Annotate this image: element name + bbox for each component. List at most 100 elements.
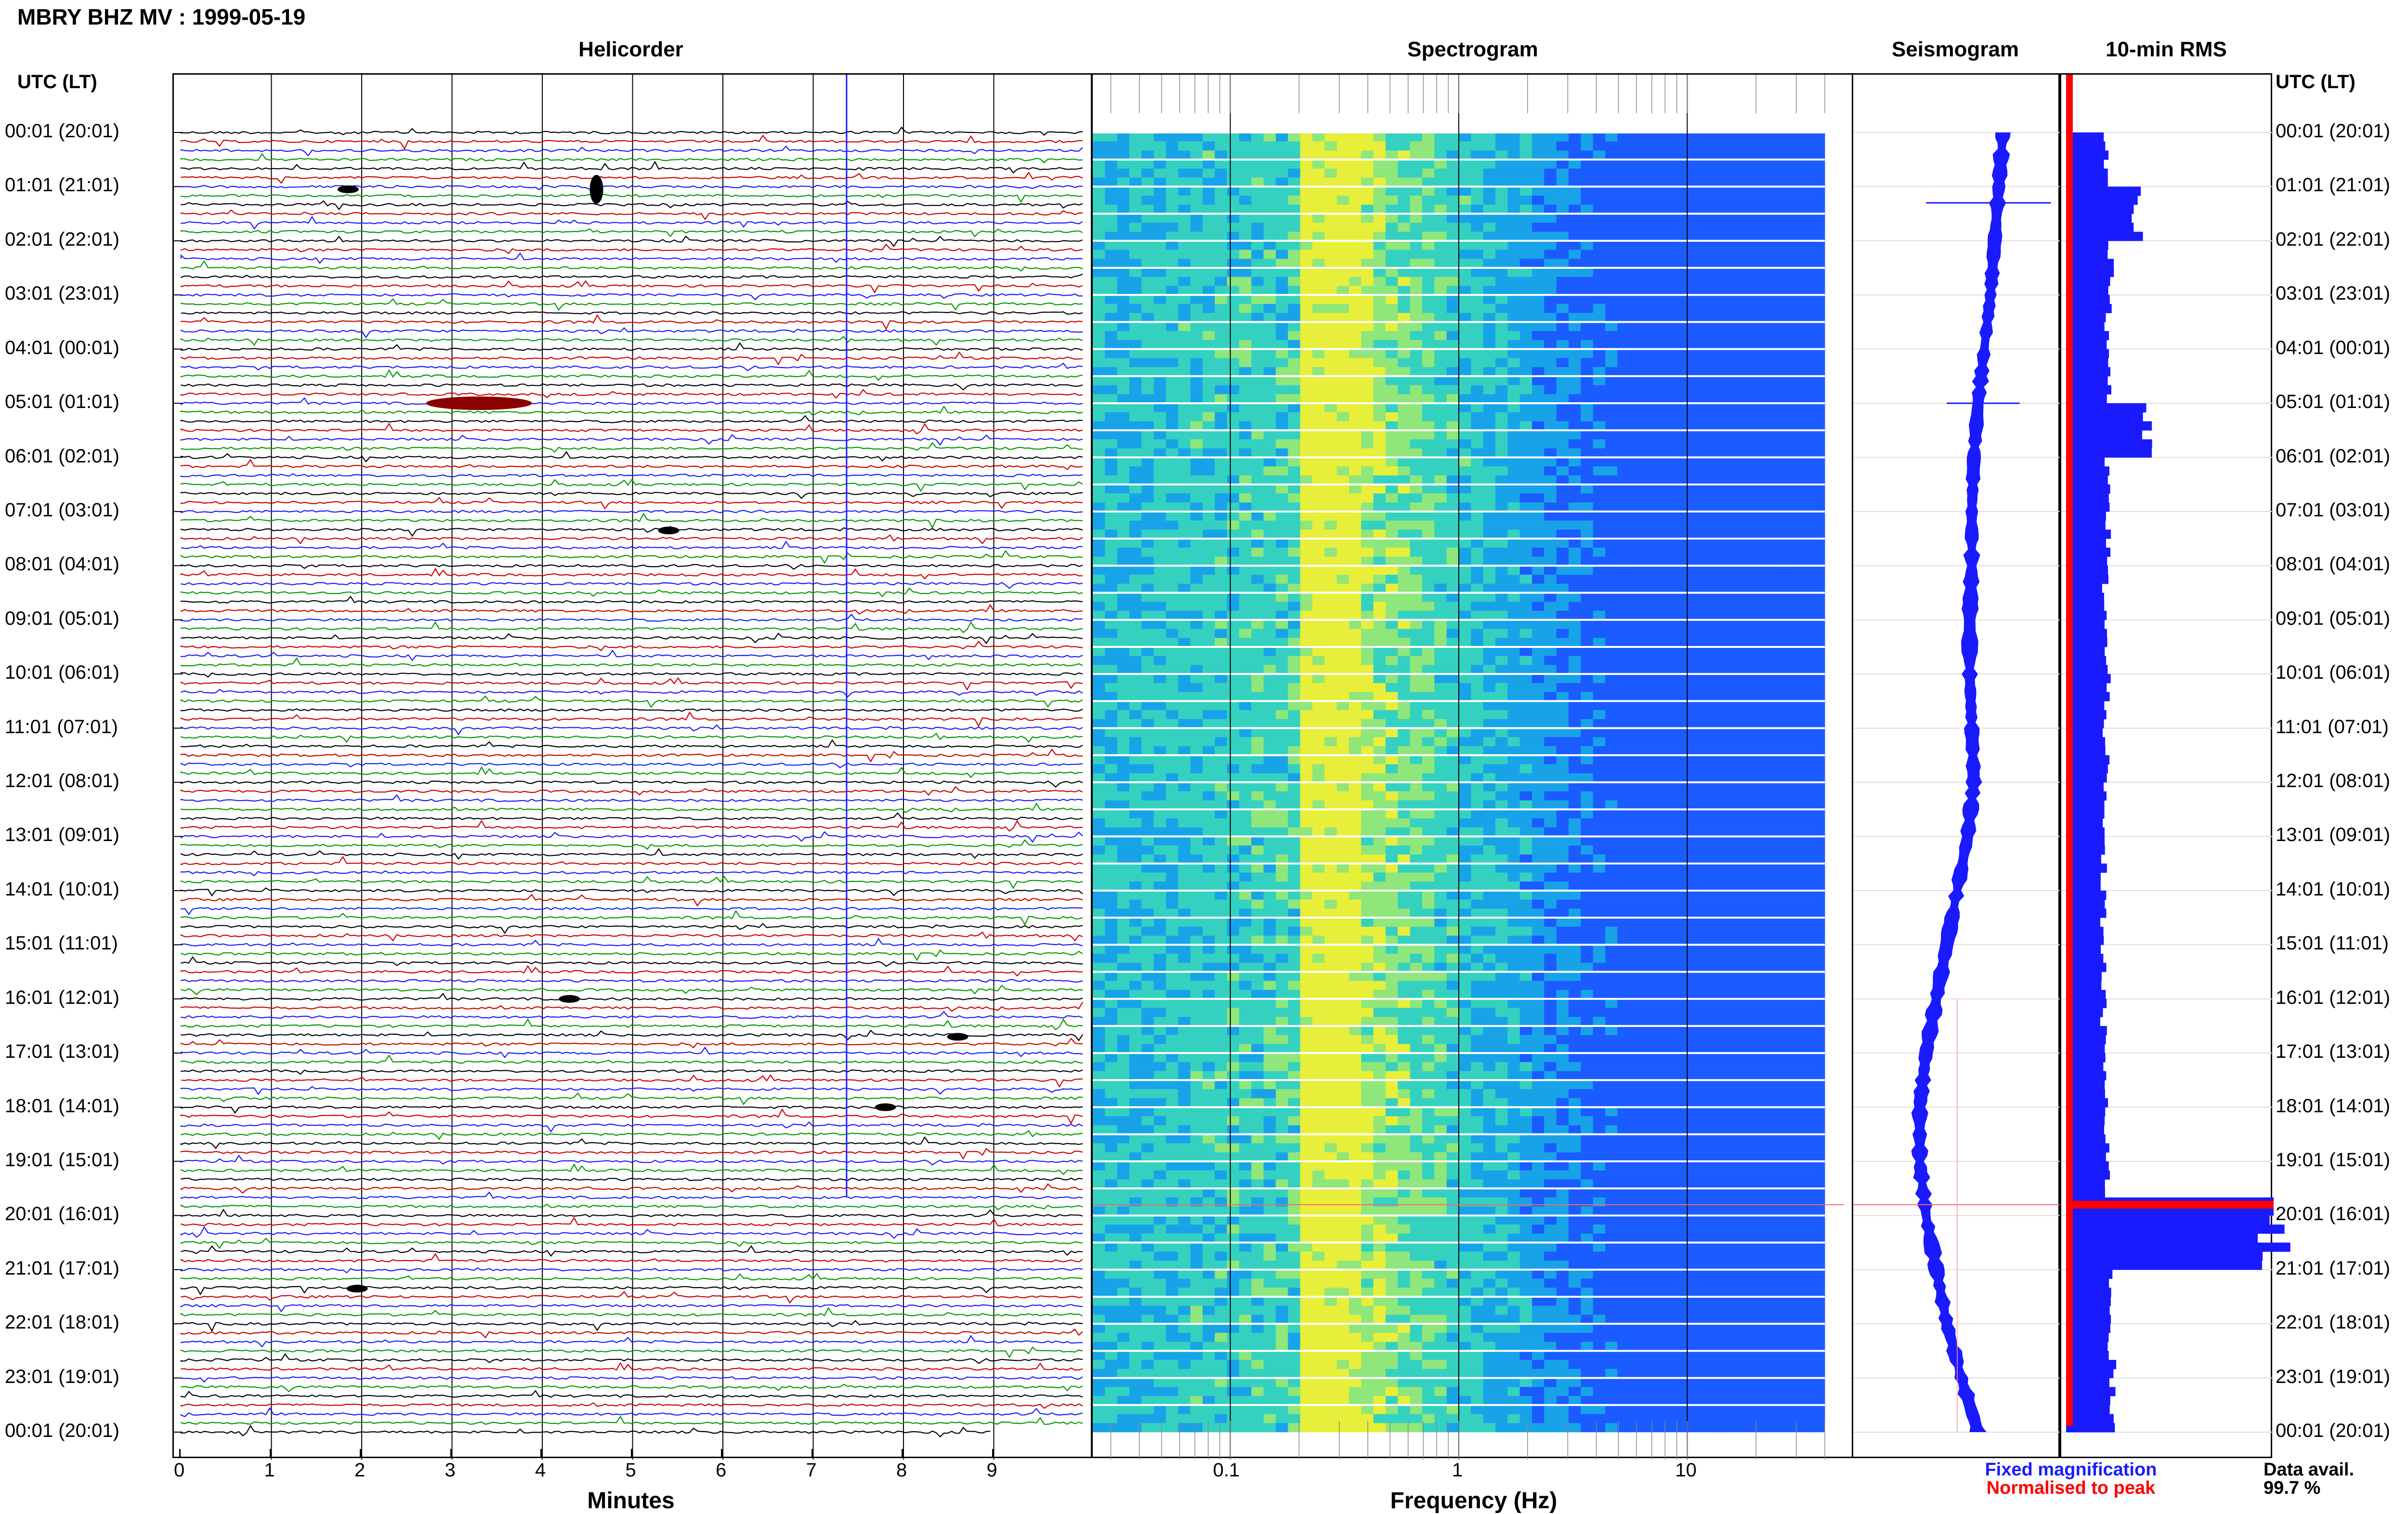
spectrogram-cell: [1776, 485, 1789, 494]
spectrogram-cell: [1569, 719, 1581, 728]
spectrogram-cell: [1593, 566, 1606, 575]
spectrogram-cell: [1752, 828, 1764, 837]
spectrogram-cell: [1776, 132, 1789, 142]
spectrogram-cell: [1471, 186, 1483, 196]
spectrogram-cell: [1642, 755, 1654, 764]
spectrogram-cell: [1349, 719, 1361, 728]
spectrogram-cell: [1642, 566, 1654, 575]
spectrogram-cell: [1386, 828, 1398, 837]
helicorder-trace: [181, 398, 1083, 404]
spectrogram-cell: [1471, 502, 1483, 512]
spectrogram-cell: [1300, 376, 1313, 385]
spectrogram-cell: [1410, 493, 1423, 502]
spectrogram-cell: [1398, 304, 1410, 313]
spectrogram-cell: [1727, 250, 1740, 259]
spectrogram-cell: [1203, 313, 1215, 322]
spectrogram-cell: [1361, 304, 1374, 313]
spectrogram-cell: [1349, 629, 1361, 638]
spectrogram-cell: [1727, 295, 1740, 304]
spectrogram-cell: [1666, 529, 1679, 539]
spectrogram-cell: [1666, 746, 1679, 755]
spectrogram-cell: [1105, 259, 1117, 268]
spectrogram-cell: [1349, 340, 1361, 349]
spectrogram-cell: [1532, 250, 1544, 259]
spectrogram-cell: [1495, 485, 1508, 494]
spectrogram-cell: [1191, 196, 1203, 205]
spectrogram-cell: [1740, 692, 1752, 701]
spectrogram-cell: [1727, 313, 1740, 322]
spectrogram-cell: [1117, 376, 1130, 385]
spectrogram-cell: [1251, 403, 1264, 412]
spectrogram-cell: [1605, 412, 1618, 421]
spectrogram-cell: [1166, 647, 1178, 656]
spectrogram-cell: [1507, 277, 1520, 286]
spectrogram-cell: [1300, 304, 1313, 313]
spectrogram-cell: [1154, 448, 1166, 458]
spectrogram-cell: [1776, 241, 1789, 250]
spectrogram-cell: [1678, 818, 1691, 828]
spectrogram-cell: [1642, 412, 1654, 421]
spectrogram-cell: [1703, 232, 1715, 241]
spectrogram-cell: [1178, 205, 1191, 214]
spectrogram-cell: [1495, 701, 1508, 710]
spectrogram-cell: [1459, 602, 1471, 611]
spectrogram-cell: [1507, 620, 1520, 629]
spectrogram-cell: [1129, 430, 1142, 439]
spectrogram-cell: [1251, 512, 1264, 521]
spectrogram-cell: [1178, 159, 1191, 169]
spectrogram-cell: [1191, 683, 1203, 692]
helicorder-trace: [181, 1106, 1083, 1113]
spectrogram-cell: [1349, 475, 1361, 485]
spectrogram-cell: [1410, 728, 1423, 737]
spectrogram-cell: [1690, 223, 1703, 232]
spectrogram-cell: [1093, 620, 1105, 629]
spectrogram-cell: [1154, 159, 1166, 169]
spectrogram-cell: [1251, 692, 1264, 701]
helicorder-trace: [181, 1131, 1083, 1139]
spectrogram-cell: [1800, 529, 1813, 539]
spectrogram-cell: [1105, 304, 1117, 313]
spectrogram-cell: [1129, 385, 1142, 395]
spectrogram-cell: [1154, 205, 1166, 214]
spectrogram-cell: [1166, 737, 1178, 746]
spectrogram-cell: [1191, 313, 1203, 322]
spectrogram-cell: [1300, 692, 1313, 701]
spectrogram-cell: [1337, 629, 1349, 638]
spectrogram-cell: [1715, 557, 1727, 566]
spectrogram-cell: [1166, 557, 1178, 566]
spectrogram-cell: [1800, 620, 1813, 629]
spectrogram-cell: [1459, 728, 1471, 737]
spectrogram-cell: [1105, 755, 1117, 764]
spectrogram-cell: [1740, 755, 1752, 764]
helicorder-event: [658, 527, 680, 534]
spectrogram-cell: [1434, 186, 1447, 196]
spectrogram-cell: [1422, 412, 1435, 421]
spectrogram-cell: [1532, 602, 1544, 611]
spectrogram-cell: [1642, 268, 1654, 277]
spectrogram-cell: [1215, 620, 1227, 629]
spectrogram-cell: [1447, 151, 1459, 160]
spectrogram-cell: [1288, 701, 1300, 710]
spectrogram-cell: [1312, 322, 1325, 331]
helicorder-trace: [181, 857, 1083, 865]
spectrogram-cell: [1507, 448, 1520, 458]
spectrogram-cell: [1447, 241, 1459, 250]
spectrogram-cell: [1324, 764, 1337, 774]
spectrogram-cell: [1544, 376, 1557, 385]
spectrogram-cell: [1215, 304, 1227, 313]
spectrogram-cell: [1154, 286, 1166, 295]
spectrogram-cell: [1288, 782, 1300, 791]
spectrogram-cell: [1617, 412, 1630, 421]
spectrogram-cell: [1532, 412, 1544, 421]
spectrogram-cell: [1715, 647, 1727, 656]
spectrogram-cell: [1740, 701, 1752, 710]
spectrogram-cell: [1203, 782, 1215, 791]
spectrogram-cell: [1581, 421, 1593, 431]
spectrogram-cell: [1690, 809, 1703, 818]
spectrogram-cell: [1203, 466, 1215, 475]
spectrogram-cell: [1471, 656, 1483, 665]
spectrogram-cell: [1666, 412, 1679, 421]
spectrogram-cell: [1410, 458, 1423, 467]
spectrogram-cell: [1654, 782, 1666, 791]
spectrogram-cell: [1605, 566, 1618, 575]
